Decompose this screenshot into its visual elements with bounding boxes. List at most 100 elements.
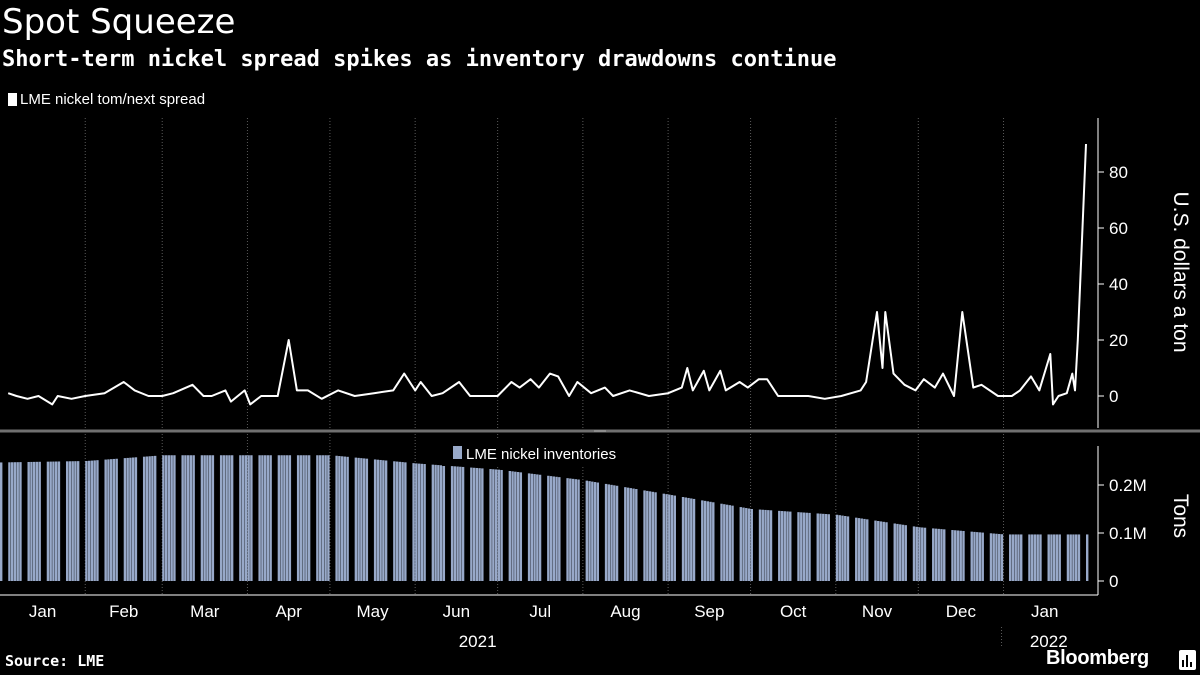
inventory-bar-13 [52, 461, 55, 581]
inventory-bar-7 [30, 461, 33, 581]
inventory-bar-63 [244, 455, 248, 581]
inventory-bar-253 [976, 532, 979, 581]
inventory-bar-180 [692, 498, 696, 581]
inventory-bar-183 [706, 501, 709, 581]
inventory-bar-105 [404, 462, 407, 581]
spread-axis-title: U.S. dollars a ton [1169, 191, 1192, 352]
inventory-bar-220 [846, 516, 850, 581]
inventory-bar-112 [434, 464, 437, 581]
inventory-bar-131 [508, 471, 512, 581]
inventory-bar-174 [670, 495, 674, 581]
inventory-bar-200 [769, 510, 773, 581]
inventory-bar-60 [230, 455, 234, 581]
inventory-bar-72 [280, 455, 283, 581]
inventory-bar-73 [283, 455, 286, 581]
inventory-bar-75 [288, 455, 292, 581]
inventory-bar-250 [962, 530, 965, 581]
inventory-legend-swatch [453, 446, 462, 459]
inventory-bar-74 [285, 455, 289, 581]
month-label-6: Jul [529, 602, 551, 621]
inventory-bar-235 [904, 525, 907, 581]
inventory-bar-56 [219, 455, 223, 581]
inventory-bar-170 [654, 492, 657, 581]
inventory-bar-162 [626, 487, 630, 581]
inventory-bar-139 [536, 474, 539, 581]
inventory-bar-159 [613, 485, 616, 581]
inventory-bar-231 [893, 523, 896, 581]
inventory-bar-15 [57, 461, 61, 581]
inventory-bar-163 [629, 488, 633, 581]
inventory-bar-45 [173, 455, 176, 581]
inventory-bar-274 [1055, 534, 1059, 581]
inventory-bar-102 [395, 461, 399, 581]
month-label-0: Jan [29, 602, 56, 621]
inventory-bar-4 [16, 462, 19, 581]
inventory-bar-111 [431, 464, 435, 581]
inventory-bar-207 [800, 512, 803, 581]
inventory-bar-138 [533, 474, 536, 581]
month-label-8: Sep [694, 602, 724, 621]
inventory-bar-39 [151, 456, 154, 581]
inventory-bar-269 [1036, 534, 1039, 581]
inventory-bar-204 [786, 511, 789, 581]
inventory-bar-66 [258, 455, 261, 581]
inventory-bar-96 [373, 459, 377, 581]
inventory-axis-title: Tons [1169, 494, 1192, 538]
inventory-bar-17 [68, 461, 72, 581]
inventory-bar-225 [866, 519, 869, 581]
inventory-bar-122 [472, 467, 476, 581]
inventory-bar-69 [266, 455, 270, 581]
inventory-bar-188 [725, 504, 729, 581]
inventory-bar-20 [76, 461, 80, 581]
inventory-legend-label: LME nickel inventories [466, 446, 616, 463]
inventory-bar-227 [877, 521, 880, 581]
inventory-ytick-label-1: 0.1M [1109, 524, 1147, 543]
inventory-bar-90 [346, 456, 349, 581]
inventory-bar-6 [27, 461, 30, 581]
inventory-bar-114 [439, 465, 443, 581]
inventory-bar-85 [327, 455, 330, 581]
inventory-bar-157 [607, 484, 611, 581]
inventory-bar-209 [805, 512, 808, 581]
month-label-7: Aug [610, 602, 640, 621]
inventory-bar-172 [665, 494, 668, 581]
inventory-bar-270 [1039, 534, 1042, 581]
inventory-bar-179 [690, 498, 693, 581]
inventory-bar-92 [357, 457, 360, 581]
inventory-bar-211 [816, 513, 819, 581]
inventory-bar-234 [901, 524, 905, 581]
inventory-bar-81 [316, 455, 319, 581]
chart-title: Spot Squeeze [2, 2, 236, 42]
spread-legend-swatch [8, 93, 17, 106]
inventory-bar-115 [442, 465, 446, 581]
inventory-bar-156 [604, 483, 608, 581]
inventory-bar-260 [1000, 534, 1004, 581]
inventory-bar-194 [747, 508, 751, 581]
inventory-bar-70 [269, 455, 272, 581]
month-label-11: Dec [946, 602, 977, 621]
inventory-bar-268 [1033, 534, 1037, 581]
inventory-bar-201 [778, 510, 781, 581]
inventory-bar-218 [841, 515, 844, 581]
inventory-bar-239 [921, 527, 924, 581]
inventory-bar-175 [673, 495, 676, 581]
inventory-bar-168 [648, 491, 652, 581]
inventory-bar-106 [412, 463, 415, 581]
inventory-bar-12 [49, 461, 52, 581]
inventory-bar-167 [646, 490, 649, 581]
inventory-bar-165 [635, 489, 638, 581]
spread-ytick-label-4: 80 [1109, 163, 1128, 182]
inventory-bar-232 [896, 523, 899, 581]
inventory-bar-178 [687, 497, 690, 581]
inventory-bar-228 [879, 521, 883, 581]
inventory-bar-206 [797, 512, 800, 581]
inventory-bar-146 [566, 478, 569, 581]
inventory-bar-124 [478, 468, 481, 581]
inventory-bar-254 [978, 532, 982, 581]
inventory-bar-198 [764, 509, 767, 581]
inventory-bar-84 [324, 455, 327, 581]
inventory-bar-88 [340, 456, 344, 581]
inventory-bar-216 [835, 514, 839, 581]
inventory-bar-145 [558, 477, 561, 581]
